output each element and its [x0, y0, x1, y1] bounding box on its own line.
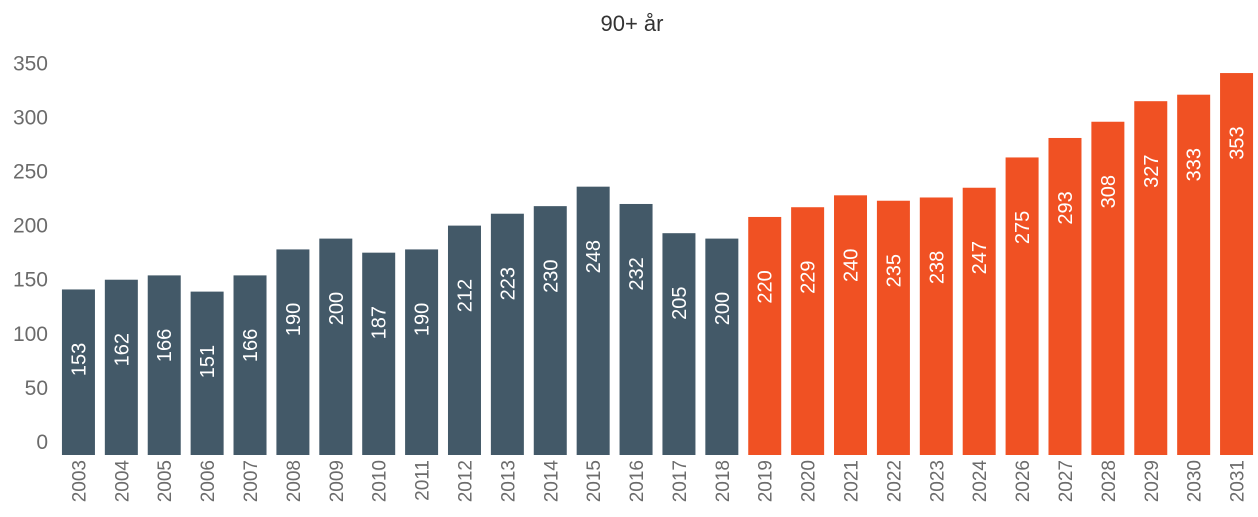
- bar-value-label: 333: [1184, 148, 1206, 181]
- bar-value-label: 353: [1227, 126, 1249, 159]
- x-tick-label: 2024: [970, 460, 991, 503]
- y-tick-label: 350: [13, 52, 48, 75]
- bar-value-label: 220: [755, 270, 777, 303]
- x-tick-label: 2013: [498, 460, 519, 502]
- bar: [447, 225, 481, 455]
- bar-value-label: 247: [969, 241, 991, 274]
- x-tick-label: 2027: [1056, 460, 1077, 502]
- bar-value-label: 275: [1012, 211, 1034, 244]
- x-tick-label: 2019: [756, 460, 777, 502]
- bar: [147, 275, 181, 455]
- bar-value-label: 190: [412, 303, 434, 336]
- x-tick-label: 2026: [1013, 460, 1034, 502]
- bar: [276, 249, 310, 455]
- bar: [1220, 73, 1254, 455]
- bar-value-label: 293: [1055, 191, 1077, 224]
- x-tick-label: 2020: [799, 460, 820, 502]
- bar-value-label: 327: [1141, 154, 1163, 187]
- bar-value-label: 212: [454, 279, 476, 312]
- y-tick-label: 50: [25, 377, 48, 400]
- bar-value-label: 153: [68, 343, 90, 376]
- bar: [1177, 94, 1211, 455]
- x-tick-label: 2003: [69, 460, 90, 502]
- x-tick-label: 2004: [112, 460, 133, 503]
- bar: [962, 187, 996, 455]
- x-tick-label: 2012: [455, 460, 476, 502]
- y-axis: 0 50 100 150 200 250 300 350: [13, 52, 48, 454]
- bar: [61, 289, 95, 455]
- x-tick-label: 2005: [155, 460, 176, 502]
- x-tick-label: 2015: [584, 460, 605, 502]
- y-tick-label: 150: [13, 269, 48, 292]
- y-tick-label: 100: [13, 323, 48, 346]
- x-tick-label: 2009: [327, 460, 348, 502]
- bar: [834, 195, 868, 455]
- bar-value-label: 223: [497, 267, 519, 300]
- bar-value-label: 235: [883, 254, 905, 287]
- bar: [362, 252, 396, 455]
- bar: [705, 238, 739, 455]
- bar-value-label: 190: [283, 303, 305, 336]
- y-tick-label: 300: [13, 106, 48, 129]
- x-tick-label: 2028: [1099, 460, 1120, 502]
- bar-value-label: 200: [712, 292, 734, 325]
- y-tick-label: 250: [13, 161, 48, 184]
- bar: [104, 279, 138, 455]
- bars: 153 162 166 151 166 190 200 187 190 212 223 230 248 2…: [61, 73, 1254, 455]
- bar: [319, 238, 353, 455]
- x-tick-label: 2021: [842, 460, 863, 502]
- bar: [233, 275, 267, 455]
- bar-value-label: 238: [926, 251, 948, 284]
- bar: [662, 233, 696, 455]
- x-tick-label: 2029: [1142, 460, 1163, 502]
- bar-value-label: 200: [326, 292, 348, 325]
- bar: [405, 249, 439, 455]
- bar-value-label: 205: [669, 287, 691, 320]
- bar: [919, 197, 953, 455]
- bar-value-label: 166: [240, 329, 262, 362]
- x-tick-label: 2031: [1228, 460, 1249, 502]
- bar-value-label: 166: [154, 329, 176, 362]
- bar: [748, 216, 782, 455]
- bar-value-label: 162: [111, 333, 133, 366]
- bar: [876, 200, 910, 455]
- x-tick-label: 2007: [241, 460, 262, 502]
- x-tick-label: 2014: [541, 460, 562, 503]
- x-tick-label: 2011: [413, 460, 434, 501]
- bar-value-label: 229: [798, 261, 820, 294]
- x-tick-label: 2006: [198, 460, 219, 502]
- bar: [190, 291, 224, 455]
- x-tick-label: 2010: [370, 460, 391, 502]
- x-axis: 2003 2004 2005 2006 2007 2008 2009 2010 2011 2012…: [69, 460, 1248, 503]
- bar: [1134, 101, 1168, 455]
- x-tick-label: 2017: [670, 460, 691, 502]
- x-tick-label: 2022: [884, 460, 905, 502]
- chart-title: 90+ år: [601, 11, 664, 36]
- bar: [1005, 157, 1039, 455]
- bar-value-label: 240: [841, 249, 863, 282]
- x-tick-label: 2008: [284, 460, 305, 502]
- x-tick-label: 2018: [713, 460, 734, 502]
- bar: [576, 186, 610, 455]
- bar-value-label: 308: [1098, 175, 1120, 208]
- bar-value-label: 232: [626, 257, 648, 290]
- y-tick-label: 200: [13, 215, 48, 238]
- bar-value-label: 151: [197, 345, 219, 378]
- y-tick-label: 0: [36, 431, 48, 454]
- x-tick-label: 2023: [927, 460, 948, 502]
- bar-value-label: 248: [583, 240, 605, 273]
- x-tick-label: 2030: [1185, 460, 1206, 502]
- bar: [1048, 137, 1082, 455]
- bar: [791, 207, 825, 455]
- bar: [1091, 121, 1125, 455]
- bar-value-label: 187: [369, 306, 391, 339]
- bar: [533, 206, 567, 455]
- bar-value-label: 230: [540, 259, 562, 292]
- bar: [490, 213, 524, 455]
- x-tick-label: 2016: [627, 460, 648, 502]
- bar: [619, 203, 653, 455]
